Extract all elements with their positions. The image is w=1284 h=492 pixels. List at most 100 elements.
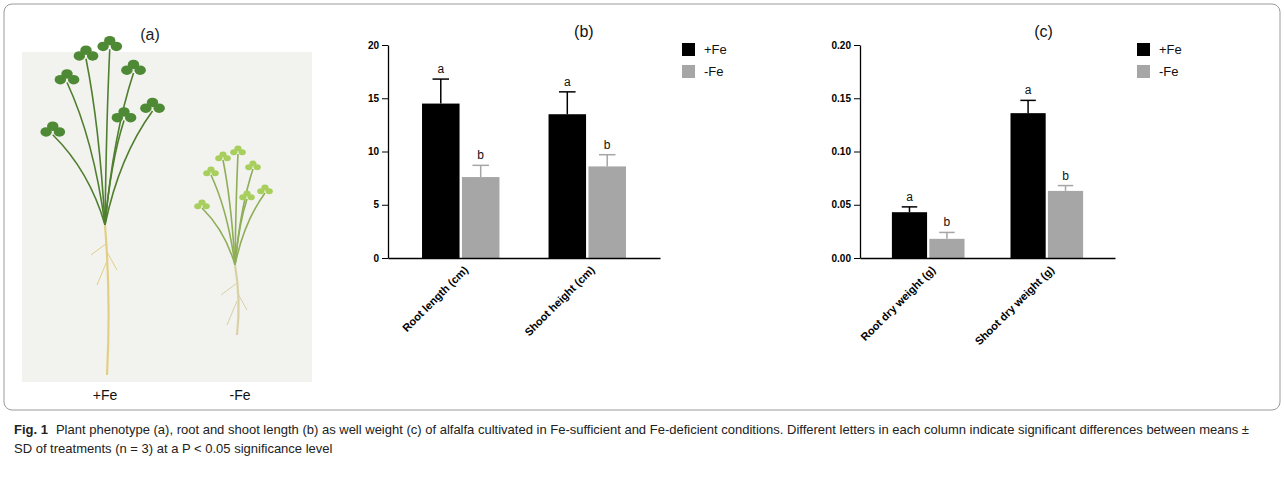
error-bar-stem xyxy=(606,155,608,167)
legend-label: -Fe xyxy=(704,64,724,79)
y-tick: 20 xyxy=(368,40,388,51)
y-tick: 0.05 xyxy=(832,199,860,210)
y-tick-label: 10 xyxy=(368,146,380,157)
y-tick-mark xyxy=(854,98,860,99)
significance-letter: b xyxy=(1062,169,1069,183)
photo-caption: -Fe xyxy=(230,387,251,403)
legend-label: +Fe xyxy=(704,42,727,57)
y-tick-mark xyxy=(854,45,860,46)
caption-label: Fig. 1 xyxy=(14,422,48,437)
error-bar-stem xyxy=(1027,100,1029,113)
plant xyxy=(194,146,273,335)
error-bar xyxy=(433,79,450,103)
y-tick-mark xyxy=(854,152,860,153)
plant-root xyxy=(91,243,107,255)
bar xyxy=(892,212,927,258)
error-bar xyxy=(1020,100,1035,113)
plant-root xyxy=(97,261,107,285)
plant-leaf xyxy=(147,98,158,108)
bar xyxy=(1048,191,1083,258)
error-bar-cap xyxy=(1020,100,1035,102)
error-bar-cap xyxy=(1058,185,1073,187)
y-tick: 10 xyxy=(368,146,388,157)
plant-stem xyxy=(235,193,265,265)
plant-leaf xyxy=(128,60,139,70)
panel-label: (b) xyxy=(574,23,594,40)
error-bar xyxy=(902,207,917,212)
axis-line xyxy=(389,258,661,259)
legend: +Fe-Fe xyxy=(1137,42,1182,79)
significance-letter: a xyxy=(437,62,444,76)
annotations: aabb xyxy=(437,62,610,162)
legend-swatch xyxy=(1137,65,1150,78)
bar xyxy=(549,114,587,258)
plant-leaf xyxy=(104,36,115,46)
bar xyxy=(929,239,964,258)
plant-leaf xyxy=(118,107,129,117)
y-tick-label: 0.15 xyxy=(832,93,852,104)
legend-label: -Fe xyxy=(1159,64,1179,79)
error-bar-stem xyxy=(567,92,569,114)
y-tick-label: 0.05 xyxy=(832,199,852,210)
axis-line xyxy=(860,46,861,259)
y-tick: 15 xyxy=(368,93,388,104)
plant-stem xyxy=(105,121,124,226)
y-tick-mark xyxy=(382,45,388,46)
plant-root xyxy=(227,301,237,325)
plant-leaf xyxy=(198,200,205,206)
significance-letter: a xyxy=(906,190,913,204)
error-bar xyxy=(472,165,489,177)
significance-letter: a xyxy=(564,75,571,89)
legend-swatch xyxy=(682,43,695,56)
plant-leaf xyxy=(234,146,241,152)
bar xyxy=(588,166,626,258)
plot-marks xyxy=(892,100,1083,258)
plant-leaf xyxy=(47,121,58,131)
y-tick-mark xyxy=(382,258,388,259)
legend-swatch xyxy=(1137,43,1150,56)
error-bar-cap xyxy=(559,91,576,93)
y-tick-label: 0.20 xyxy=(832,40,852,51)
error-bar-cap xyxy=(599,154,616,156)
caption: Fig. 1Plant phenotype (a), root and shoo… xyxy=(14,420,1264,458)
y-tick-label: 0 xyxy=(373,253,379,264)
error-bar-stem xyxy=(440,79,442,103)
x-tick: Root dry weight (g) xyxy=(858,258,938,343)
y-tick-mark xyxy=(382,152,388,153)
y-tick-mark xyxy=(382,205,388,206)
y-tick-mark xyxy=(382,98,388,99)
figure-frame xyxy=(4,4,1280,410)
error-bar-cap xyxy=(472,165,489,167)
error-bar xyxy=(939,232,954,238)
significance-letter: b xyxy=(604,138,611,152)
plant-leaf xyxy=(249,161,256,167)
y-tick: 0.15 xyxy=(832,93,860,104)
plant-leaf xyxy=(219,152,226,158)
x-axis: Root dry weight (g) Shoot dry weight (g) xyxy=(858,258,1115,347)
y-tick-label: 20 xyxy=(368,40,380,51)
axis-line xyxy=(861,258,1116,259)
x-tick-label: Root dry weight (g) xyxy=(858,263,938,343)
plant-leaf xyxy=(243,191,250,197)
significance-letter: b xyxy=(944,215,951,229)
legend: +Fe -Fe xyxy=(682,42,727,79)
bar xyxy=(422,104,460,258)
panel-label: (a) xyxy=(140,26,160,43)
plant-stem xyxy=(202,208,235,265)
y-tick: 0.10 xyxy=(832,146,860,157)
significance-letter: a xyxy=(1025,83,1032,97)
error-bar xyxy=(599,155,616,167)
plant-stem xyxy=(53,135,105,225)
plant-leaf xyxy=(80,45,91,55)
plant-stem xyxy=(235,199,247,265)
y-tick-mark xyxy=(854,258,860,259)
plant-root xyxy=(235,265,239,335)
error-bar-stem xyxy=(1065,186,1067,191)
y-axis: 0.000.050.100.150.20 xyxy=(832,40,861,264)
error-bar-cap xyxy=(433,78,450,80)
x-tick: Shoot dry weight (g) xyxy=(973,258,1057,347)
y-tick-label: 5 xyxy=(373,199,379,210)
photo-panel: (a)+Fe-Fe xyxy=(22,26,312,403)
plant-root xyxy=(221,283,237,295)
chart: aabb0.000.050.100.150.20Root dry weight … xyxy=(832,23,1182,347)
